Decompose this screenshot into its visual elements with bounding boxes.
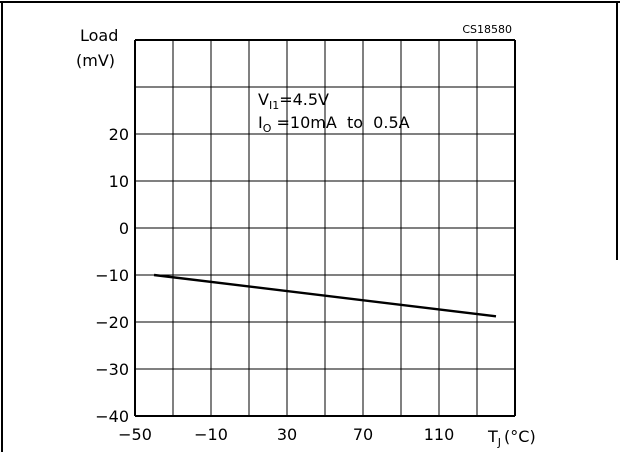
- y-tick-label: 20: [109, 125, 129, 144]
- tick-labels: −50 −10 30 70 110 20 10 0 −10 −20 −30 −40: [95, 125, 454, 444]
- y-axis-label-line2: (mV): [76, 51, 115, 70]
- x-tick-label: 30: [277, 425, 297, 444]
- x-axis-label-main: T: [487, 427, 498, 446]
- condition-line1: VI1=4.5V: [258, 90, 329, 112]
- x-tick-label: −10: [194, 425, 228, 444]
- condition1-rest: =4.5V: [279, 90, 329, 109]
- x-axis-label-unit: (°C): [504, 427, 536, 446]
- x-axis-label: TJ (°C): [487, 427, 536, 449]
- y-axis-label-line1: Load: [80, 26, 118, 45]
- condition1-sub: I1: [269, 99, 279, 112]
- condition1-main: V: [258, 90, 269, 109]
- x-axis-label-sub: J: [497, 436, 501, 449]
- y-tick-label: −20: [95, 313, 129, 332]
- condition2-main: I: [258, 113, 263, 132]
- y-tick-label: 0: [119, 219, 129, 238]
- y-tick-label: 10: [109, 172, 129, 191]
- series-line: [153, 273, 497, 318]
- chart-code: CS18580: [462, 23, 512, 36]
- y-tick-label: −10: [95, 266, 129, 285]
- condition-line2: IO =10mA to 0.5A: [258, 113, 410, 135]
- y-tick-label: −30: [95, 360, 129, 379]
- series-layer: [153, 273, 497, 318]
- condition2-rest: =10mA to 0.5A: [271, 113, 409, 132]
- x-tick-label: 110: [424, 425, 455, 444]
- condition2-sub: O: [263, 122, 272, 135]
- grid: [134, 39, 516, 417]
- x-tick-label: 70: [353, 425, 373, 444]
- x-tick-label: −50: [118, 425, 152, 444]
- y-tick-label: −40: [95, 407, 129, 426]
